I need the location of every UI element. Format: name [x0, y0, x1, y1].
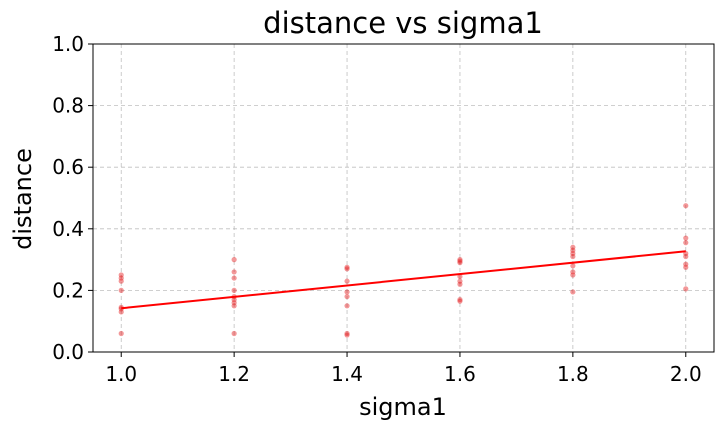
data-point [118, 309, 124, 315]
data-point [231, 257, 237, 263]
data-point [344, 278, 350, 284]
data-point [457, 278, 463, 284]
trend-line-group [121, 250, 686, 310]
data-points [118, 203, 689, 338]
y-tick-label: 0.0 [52, 340, 84, 364]
x-tick-label: 1.8 [557, 362, 589, 386]
y-axis-title: distance [9, 148, 37, 250]
data-point [683, 235, 689, 241]
data-point [457, 298, 463, 304]
data-point [231, 287, 237, 293]
data-point [457, 260, 463, 266]
data-point [570, 253, 576, 260]
data-point [457, 297, 463, 303]
data-point [118, 275, 124, 281]
data-point [118, 278, 124, 284]
data-point [344, 293, 350, 300]
data-point [683, 203, 689, 209]
data-point [683, 240, 689, 246]
data-point [231, 303, 237, 309]
x-axis-title: sigma1 [359, 393, 447, 421]
data-point [231, 300, 237, 306]
y-axis-ticks: 0.0 0.2 0.4 0.6 0.8 1.0 [52, 32, 93, 364]
data-point [570, 247, 576, 253]
data-point [231, 330, 237, 337]
y-tick-label: 1.0 [52, 32, 84, 56]
data-point [344, 264, 350, 270]
x-axis-ticks: 1.0 1.2 1.4 1.6 1.8 2.0 [105, 352, 702, 386]
data-point [570, 269, 576, 275]
data-point [457, 273, 463, 280]
chart-title: distance vs sigma1 [263, 6, 543, 40]
data-point [344, 266, 350, 272]
x-tick-label: 1.2 [218, 362, 250, 386]
data-point [570, 263, 576, 269]
x-tick-label: 1.0 [105, 362, 137, 386]
y-tick-label: 0.4 [52, 217, 84, 241]
data-point [457, 257, 463, 263]
y-tick-label: 0.8 [52, 94, 84, 118]
data-point [344, 332, 350, 338]
data-point [344, 330, 350, 337]
data-point [570, 244, 576, 250]
y-tick-label: 0.6 [52, 155, 84, 179]
x-tick-label: 2.0 [670, 362, 702, 386]
data-point [570, 250, 576, 257]
x-tick-label: 1.4 [331, 362, 363, 386]
data-point [570, 272, 576, 278]
data-point [118, 287, 124, 293]
data-point [683, 253, 689, 260]
data-point [570, 289, 576, 295]
data-point [457, 258, 463, 264]
x-tick-label: 1.6 [444, 362, 476, 386]
data-point [118, 272, 124, 278]
data-point [683, 286, 689, 292]
data-point [683, 261, 689, 267]
data-point [457, 281, 463, 287]
data-point [683, 264, 689, 270]
data-point [231, 297, 237, 303]
data-point [118, 330, 124, 337]
data-point [231, 269, 237, 275]
data-point [344, 303, 350, 309]
trend-line [121, 250, 686, 310]
data-point [231, 275, 237, 281]
plot-frame [92, 43, 715, 353]
y-tick-label: 0.2 [52, 278, 84, 302]
data-point [344, 289, 350, 295]
